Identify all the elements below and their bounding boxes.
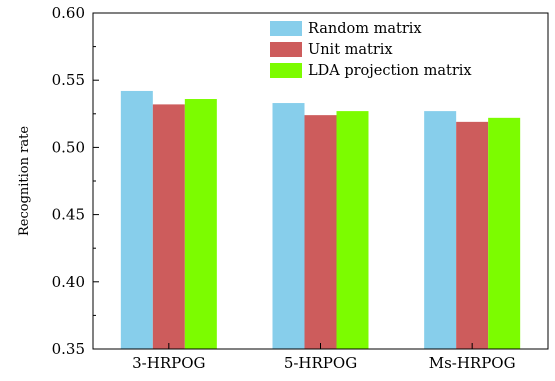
x-tick-label: Ms-HRPOG (429, 354, 516, 372)
bar (272, 103, 305, 349)
x-axis: 3-HRPOG 5-HRPOG Ms-HRPOG (132, 343, 516, 372)
bar (424, 111, 457, 349)
legend-label: Unit matrix (308, 42, 393, 58)
y-tick-label: 0.50 (52, 138, 85, 156)
y-axis: 0.35 0.40 0.45 0.50 0.55 0.60 (52, 4, 99, 358)
bars-layer (120, 90, 521, 350)
y-tick-label: 0.45 (52, 206, 85, 224)
bar (152, 104, 185, 349)
x-tick-label: 3-HRPOG (132, 354, 205, 372)
legend-swatch (270, 21, 302, 36)
y-tick-label: 0.55 (52, 71, 85, 89)
x-tick-label: 5-HRPOG (284, 354, 357, 372)
legend: Random matrix Unit matrix LDA projection m… (270, 21, 472, 79)
bar (336, 111, 369, 349)
bar (120, 90, 153, 350)
bar (184, 99, 217, 350)
legend-swatch (270, 42, 302, 57)
y-tick-label: 0.60 (52, 4, 85, 22)
bar (304, 115, 337, 349)
legend-label: LDA projection matrix (308, 63, 472, 79)
bar (456, 121, 489, 349)
legend-label: Random matrix (308, 21, 422, 37)
y-axis-label: Recognition rate (17, 126, 32, 236)
y-tick-label: 0.40 (52, 273, 85, 291)
bar (488, 117, 521, 349)
y-tick-label: 0.35 (52, 340, 85, 358)
legend-swatch (270, 63, 302, 78)
